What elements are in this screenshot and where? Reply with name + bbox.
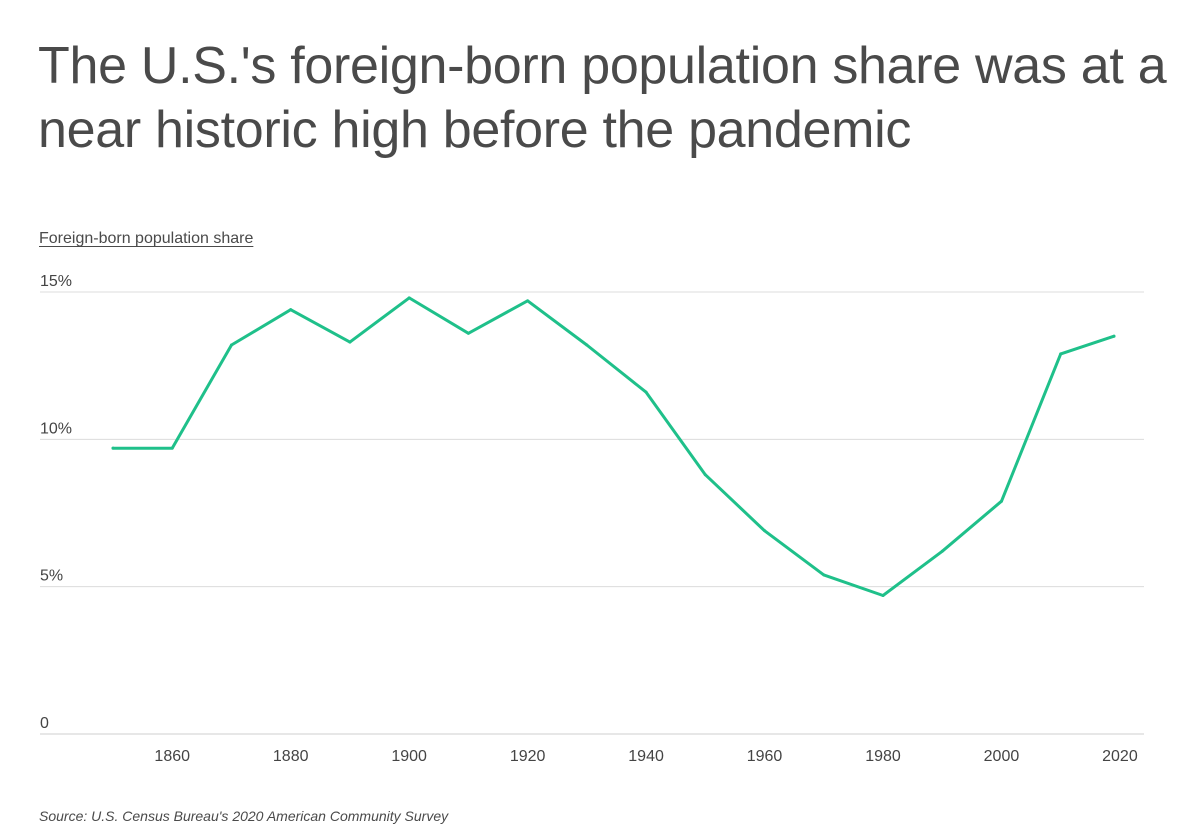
data-point-1890 bbox=[348, 340, 352, 344]
y-tick-label: 10% bbox=[40, 420, 72, 437]
source-note: Source: U.S. Census Bureau's 2020 Americ… bbox=[39, 808, 449, 824]
series-layer bbox=[111, 296, 1116, 598]
data-point-1880 bbox=[289, 308, 293, 312]
x-tick-label: 1980 bbox=[865, 748, 901, 765]
data-point-1930 bbox=[585, 343, 589, 347]
data-point-1990 bbox=[940, 549, 944, 553]
chart-title: The U.S.'s foreign-born population share… bbox=[38, 37, 1167, 159]
x-tick-label: 1920 bbox=[510, 748, 546, 765]
data-point-1920 bbox=[526, 299, 530, 303]
x-tick-label: 2020 bbox=[1102, 748, 1138, 765]
x-axis-ticks: 1860 1880 1900 1920 1940 1960 1980 2000 2020 bbox=[154, 748, 1137, 765]
x-tick-label: 1900 bbox=[391, 748, 427, 765]
x-tick-label: 1940 bbox=[628, 748, 664, 765]
x-tick-label: 1880 bbox=[273, 748, 309, 765]
data-point-1850 bbox=[111, 446, 115, 450]
x-tick-label: 1960 bbox=[747, 748, 783, 765]
data-point-2000 bbox=[999, 499, 1003, 503]
data-point-1970 bbox=[822, 573, 826, 577]
data-point-1950 bbox=[703, 473, 707, 477]
y-axis-ticks: 15% 10% 5% 0 bbox=[40, 273, 72, 732]
data-point-1870 bbox=[229, 343, 233, 347]
data-point-1900 bbox=[407, 296, 411, 300]
data-point-2019 bbox=[1112, 334, 1116, 338]
y-tick-label: 15% bbox=[40, 273, 72, 290]
y-axis-title: Foreign-born population share bbox=[39, 230, 254, 247]
gridlines bbox=[40, 291, 1144, 735]
data-point-1960 bbox=[763, 529, 767, 533]
data-point-1860 bbox=[170, 446, 174, 450]
y-tick-label: 5% bbox=[40, 568, 63, 585]
x-tick-label: 2000 bbox=[984, 748, 1020, 765]
data-point-1980 bbox=[881, 594, 885, 598]
data-point-1910 bbox=[466, 331, 470, 335]
data-point-1940 bbox=[644, 390, 648, 394]
data-point-2010 bbox=[1059, 352, 1063, 356]
series-line-0 bbox=[111, 296, 1116, 597]
y-tick-label: 0 bbox=[40, 715, 49, 732]
x-tick-label: 1860 bbox=[154, 748, 190, 765]
